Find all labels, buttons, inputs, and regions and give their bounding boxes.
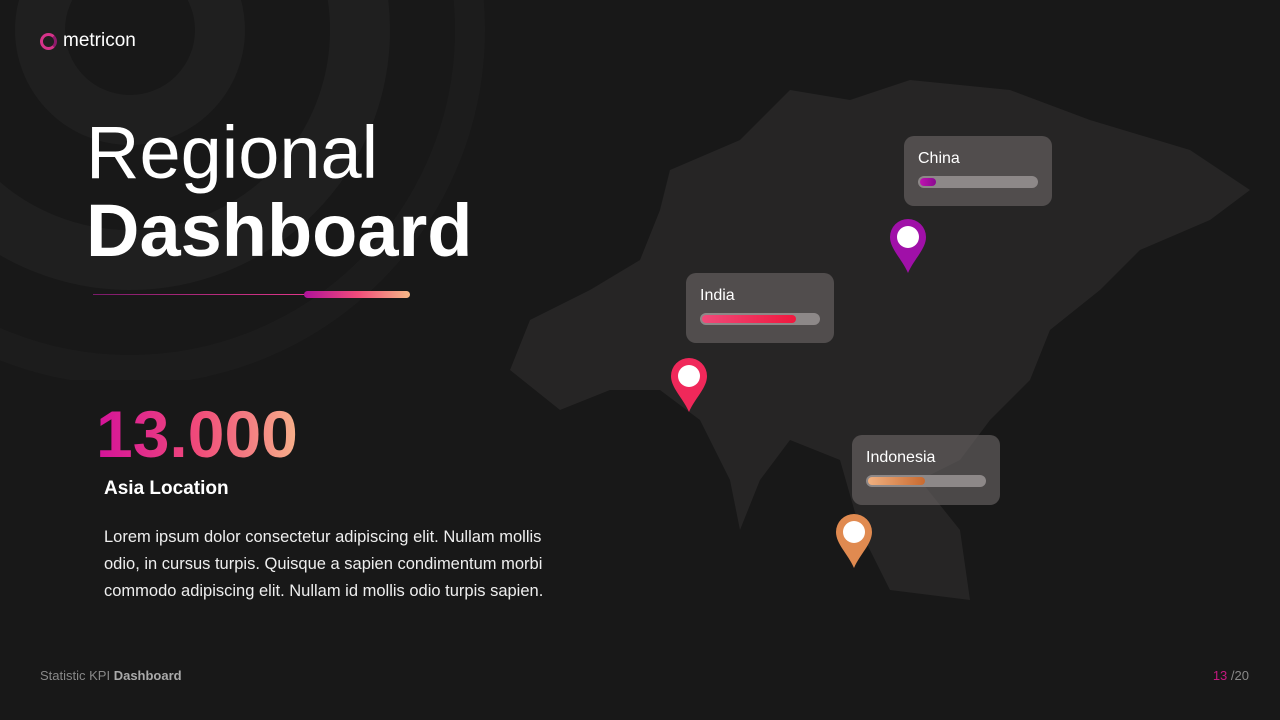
progress-fill (868, 477, 926, 485)
page-total: /20 (1230, 668, 1249, 683)
footer-bold: Dashboard (113, 668, 182, 683)
progress-bar (866, 475, 986, 487)
page-number: 13 /20 (1213, 668, 1249, 683)
title-line-2: Dashboard (86, 189, 473, 272)
kpi-description: Lorem ipsum dolor consectetur adipiscing… (104, 528, 544, 600)
page-current: 13 (1212, 668, 1228, 683)
footer-prefix: Statistic KPI (40, 668, 111, 683)
title-line-1: Regional (86, 111, 379, 194)
location-name: Indonesia (866, 449, 936, 466)
location-card-china[interactable]: China (904, 136, 1052, 206)
progress-bar (918, 176, 1038, 188)
brand-name: metricon (63, 30, 136, 51)
divider-line (93, 294, 305, 295)
location-name: India (700, 287, 735, 304)
location-card-india[interactable]: India (686, 273, 834, 343)
location-card-indonesia[interactable]: Indonesia (852, 435, 1000, 505)
progress-fill (920, 178, 937, 186)
asia-map (510, 80, 1250, 600)
progress-fill (702, 315, 797, 323)
footer-title: Statistic KPI Dashboard (40, 668, 182, 683)
decorative-rings (0, 0, 485, 380)
location-name: China (918, 150, 960, 167)
kpi-value: 13.000 (96, 397, 298, 471)
map-pin-indonesia-icon[interactable] (834, 512, 874, 570)
divider-pill (304, 291, 410, 298)
map-pin-china-icon[interactable] (888, 217, 928, 275)
logo: metricon (40, 30, 136, 52)
progress-bar (700, 313, 820, 325)
kpi-label: Asia Location (104, 478, 229, 499)
map-pin-india-icon[interactable] (669, 356, 709, 414)
logo-swirl-icon (40, 32, 57, 50)
